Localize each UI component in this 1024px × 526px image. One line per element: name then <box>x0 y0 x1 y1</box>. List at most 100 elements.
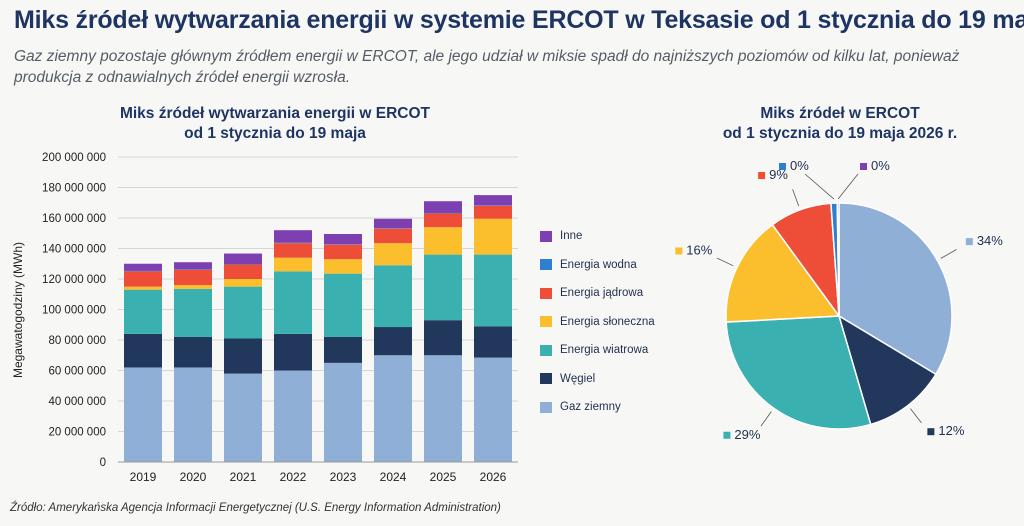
legend-swatch <box>540 230 552 242</box>
y-tick-label: 40 000 000 <box>48 396 106 408</box>
y-tick-label: 20 000 000 <box>48 427 106 439</box>
pie-label-marker <box>927 428 935 436</box>
legend-item: Energia wodna <box>540 251 655 280</box>
bar-segment <box>124 286 162 290</box>
legend-swatch <box>540 287 552 299</box>
x-tick-label: 2024 <box>380 470 407 484</box>
legend-item: Energia wiatrowa <box>540 336 655 365</box>
x-tick-label: 2020 <box>180 470 207 484</box>
bar-segment <box>274 230 312 243</box>
legend-item: Inne <box>540 222 655 251</box>
legend-label: Inne <box>560 230 583 243</box>
bar-segment <box>424 355 462 462</box>
x-tick-label: 2019 <box>130 470 157 484</box>
bar-segment <box>224 253 262 265</box>
pie-label-marker <box>779 163 786 170</box>
pie-slice-label: 34% <box>977 233 1003 248</box>
y-axis-label: Megawatogodziny (MWh) <box>11 242 25 378</box>
bar-chart-title-line-1: Miks źródeł wytwarzania energii w ERCOT <box>119 105 431 122</box>
pie-slice <box>838 202 953 376</box>
legend-swatch <box>540 259 552 271</box>
bar-segment <box>474 326 512 358</box>
pie-slice-label: 9% <box>769 167 788 182</box>
legend-label: Energia wiatrowa <box>560 344 649 357</box>
y-tick-label: 0 <box>100 457 106 469</box>
bar-segment <box>124 271 162 287</box>
pie-chart-title: Miks źródeł w ERCOT od 1 stycznia do 19 … <box>690 104 990 144</box>
bar-segment <box>474 195 512 206</box>
pie-leader-line <box>760 411 772 427</box>
bar-segment <box>274 257 312 272</box>
bar-segment <box>424 227 462 255</box>
bar-chart-legend: Inne Energia wodna Energia jądrowa Energia … <box>540 222 655 422</box>
bar-chart-title-line-2: od 1 stycznia do 19 maja <box>184 125 366 142</box>
legend-label: Gaz ziemny <box>560 401 621 414</box>
legend-item: Węgiel <box>540 365 655 394</box>
bar-segment <box>424 320 462 356</box>
bar-segment <box>374 327 412 356</box>
bar-chart-title: Miks źródeł wytwarzania energii w ERCOT … <box>110 104 440 144</box>
pie-label-marker <box>965 238 973 246</box>
bar-segment <box>174 367 212 462</box>
bar-segment <box>324 362 362 462</box>
pie-slice-label: 0% <box>790 158 809 173</box>
page-title: Miks źródeł wytwarzania energii w system… <box>14 6 1024 34</box>
bar-segment <box>174 269 212 286</box>
bar-segment <box>224 338 262 374</box>
bar-segment <box>224 286 262 339</box>
bar-segment <box>224 279 262 287</box>
bar-segment <box>224 373 262 462</box>
y-tick-label: 140 000 000 <box>42 244 106 256</box>
pie-leader-line <box>792 189 800 207</box>
bar-segment <box>424 254 462 321</box>
legend-label: Energia jądrowa <box>560 287 644 300</box>
bar-segment <box>324 234 362 245</box>
bar-segment <box>374 228 412 244</box>
bar-segment <box>124 333 162 368</box>
bar-segment <box>174 285 212 289</box>
legend-swatch <box>540 316 552 328</box>
bar-segment <box>124 367 162 462</box>
x-tick-label: 2021 <box>230 470 257 484</box>
bar-segment <box>174 288 212 337</box>
pie-leader-line <box>716 257 734 267</box>
bar-segment <box>424 201 462 213</box>
legend-label: Energia wodna <box>560 258 637 271</box>
bar-segment <box>474 357 512 462</box>
bar-segment <box>274 370 312 462</box>
bar-segment <box>174 336 212 368</box>
y-tick-label: 120 000 000 <box>42 274 106 286</box>
bar-segment <box>274 333 312 371</box>
bar-segment <box>324 259 362 274</box>
legend-label: Węgiel <box>560 372 596 385</box>
pie-leader-line <box>910 408 922 424</box>
bar-segment <box>474 205 512 219</box>
source-note: Źródło: Amerykańska Agencja Informacji E… <box>10 502 501 514</box>
bar-segment <box>374 355 412 462</box>
pie-leader-line <box>837 173 859 200</box>
bar-segment <box>474 218 512 255</box>
y-tick-label: 100 000 000 <box>42 305 106 317</box>
bar-segment <box>274 271 312 334</box>
pie-slice-label: 0% <box>871 158 890 173</box>
y-tick-label: 160 000 000 <box>42 213 106 225</box>
pie-leader-line <box>940 249 957 259</box>
legend-swatch <box>540 401 552 413</box>
bar-segment <box>324 244 362 260</box>
y-tick-label: 200 000 000 <box>42 152 106 164</box>
bar-segment <box>374 243 412 266</box>
pie-label-marker <box>723 431 731 439</box>
y-tick-label: 60 000 000 <box>48 366 106 378</box>
pie-label-marker <box>675 247 683 255</box>
pie-label-marker <box>758 172 766 180</box>
bar-segment <box>324 336 362 363</box>
bar-segment <box>324 273 362 337</box>
pie-slice <box>725 315 872 430</box>
bar-segment <box>474 254 512 327</box>
pie-slice <box>836 202 840 317</box>
pie-chart-title-line-1: Miks źródeł w ERCOT <box>760 105 920 122</box>
legend-item: Energia jądrowa <box>540 279 655 308</box>
bar-segment <box>174 262 212 270</box>
y-tick-label: 180 000 000 <box>42 183 106 195</box>
